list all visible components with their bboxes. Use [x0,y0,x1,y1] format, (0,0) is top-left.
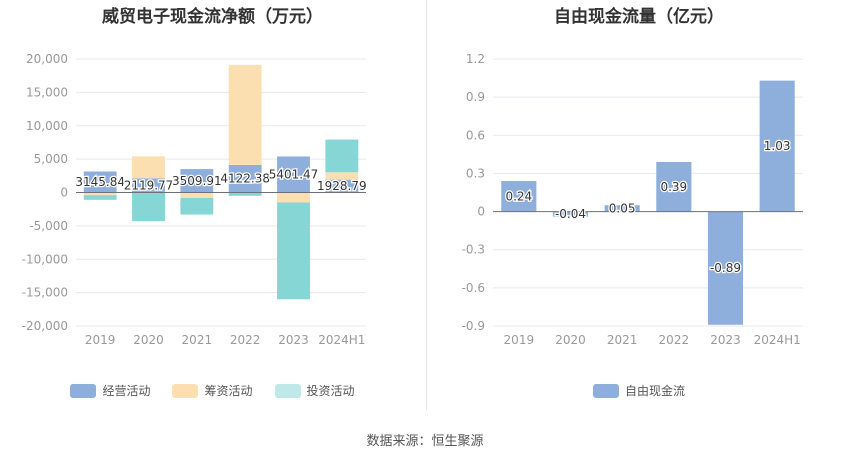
legend-swatch-financing [172,383,199,398]
y-tick-label: 10,000 [26,119,68,133]
x-tick-label: 2023 [710,333,741,347]
data-label: 0.24 [505,189,532,203]
y-tick-label: 15,000 [26,85,68,99]
data-label: 3509.91 [172,174,222,188]
bar [325,179,359,193]
data-label: 2119.77 [124,178,174,192]
data-label: -0.89 [710,261,741,275]
bar [277,156,310,193]
y-tick-label: 1.2 [466,52,485,66]
y-tick-label: -0.9 [462,319,485,333]
panel-divider [426,0,427,410]
bar [759,80,795,212]
x-tick-label: 2020 [133,333,164,347]
data-label: 1.03 [764,139,791,153]
legend-swatch-fcf [592,383,619,398]
bar [552,211,589,217]
bar [83,171,117,193]
y-tick-label: -5,000 [29,219,68,233]
y-tick-label: -10,000 [22,252,68,266]
cashflow-chart-panel: 威贸电子现金流净额（万元） 20,000 15,000 10,000 5,000 0 -5… [0,0,425,410]
fcf-chart-title: 自由现金流量（亿元） [554,7,724,27]
legend-item-investing[interactable]: 投资活动 [274,382,355,399]
legend-swatch-operating [70,383,97,398]
x-tick-label: 2019 [504,333,535,347]
bar [132,178,165,193]
y-tick-label: 0 [60,186,68,200]
bar [83,192,117,196]
y-tick-label: 0 [477,205,485,219]
legend-label-investing: 投资活动 [306,384,355,398]
x-tick-label: 2024H1 [754,333,801,347]
bar [656,161,692,212]
cashflow-chart-legend: 经营活动 筹资活动 投资活动 [0,382,425,399]
bar [132,156,165,179]
data-source-note: 数据来源：恒生聚源 [366,434,484,449]
data-label: 5401.47 [269,167,319,181]
data-label: -0.04 [555,207,586,221]
bar [277,192,310,203]
legend-item-financing[interactable]: 筹资活动 [172,382,253,399]
bar [180,169,214,193]
y-tick-label: -0.3 [462,243,485,257]
x-tick-label: 2021 [607,333,638,347]
y-tick-label: 5,000 [34,152,68,166]
data-label: 0.05 [609,201,636,215]
data-label: 3145.84 [75,175,125,189]
bar [132,192,165,222]
x-tick-label: 2021 [182,333,213,347]
y-tick-label: -0.6 [462,281,485,295]
x-tick-label: 2024H1 [318,333,365,347]
bar [228,164,262,193]
y-tick-label: 0.9 [466,90,485,104]
bar [228,192,262,196]
bar [707,211,744,325]
x-tick-label: 2019 [85,333,116,347]
bar [180,197,214,215]
y-tick-label: 0.6 [466,128,485,142]
y-tick-label: 20,000 [26,52,68,66]
fcf-chart-legend: 自由现金流 [428,382,850,399]
bar [604,205,640,212]
legend-label-fcf: 自由现金流 [624,384,685,398]
bar [325,139,359,173]
legend-label-operating: 经营活动 [102,384,151,398]
x-tick-label: 2023 [278,333,309,347]
bar [277,202,310,300]
bar [83,195,117,200]
y-tick-label: -15,000 [22,286,68,300]
fcf-chart-svg: 1.2 0.9 0.6 0.3 0 -0.3 -0.6 -0.9 2019 2020 2021 202… [462,52,803,347]
cashflow-chart-svg: 20,000 15,000 10,000 5,000 0 -5,000 -10,000 -15… [22,52,368,347]
bar [180,192,214,198]
x-tick-label: 2020 [555,333,586,347]
data-label: 1928.79 [317,179,367,193]
x-tick-label: 2022 [659,333,690,347]
bar [228,64,262,165]
y-tick-label: 0.3 [466,166,485,180]
cashflow-chart-title: 威贸电子现金流净额（万元） [102,7,323,27]
fcf-chart-panel: 自由现金流量（亿元） 1.2 0.9 0.6 0.3 0 -0.3 -0.6 -0.9 2019… [428,0,850,410]
bar [325,172,359,180]
legend-swatch-investing [274,383,301,398]
x-tick-label: 2022 [230,333,261,347]
y-tick-label: -20,000 [22,319,68,333]
data-label: 4122.38 [220,172,270,186]
legend-item-operating[interactable]: 经营活动 [70,382,150,399]
legend-label-financing: 筹资活动 [204,384,253,398]
data-label: 0.39 [660,180,687,194]
legend-item-fcf[interactable]: 自由现金流 [592,382,685,399]
bar [501,181,537,212]
